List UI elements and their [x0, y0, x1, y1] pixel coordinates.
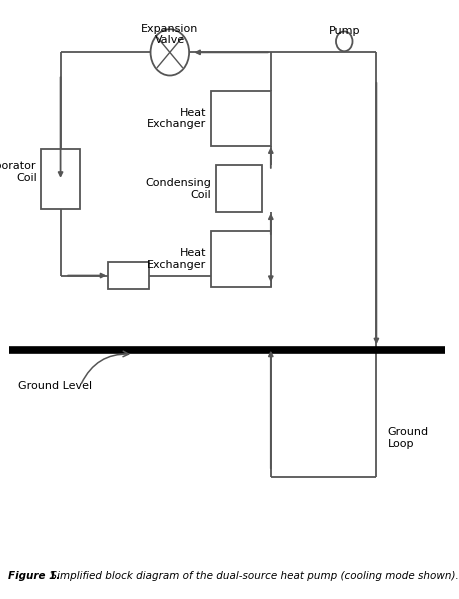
Text: Simplified block diagram of the dual-source heat pump (cooling mode shown).: Simplified block diagram of the dual-sou…: [44, 571, 459, 580]
Bar: [41, 149, 80, 210]
Bar: [211, 91, 271, 146]
Circle shape: [151, 29, 189, 75]
Bar: [216, 165, 262, 212]
Circle shape: [336, 31, 353, 52]
Text: Pump: Pump: [329, 26, 360, 36]
Bar: [211, 231, 271, 286]
Text: Evaporator
Coil: Evaporator Coil: [0, 161, 37, 183]
Bar: [108, 262, 149, 289]
Text: Ground
Loop: Ground Loop: [388, 427, 429, 449]
Text: Expansion
Valve: Expansion Valve: [141, 24, 198, 46]
Text: Condensing
Coil: Condensing Coil: [145, 178, 211, 199]
Text: Heat
Exchanger: Heat Exchanger: [147, 108, 207, 129]
Text: Heat
Exchanger: Heat Exchanger: [147, 248, 207, 270]
Text: Figure 1.: Figure 1.: [8, 571, 61, 580]
Text: Ground Level: Ground Level: [18, 381, 92, 391]
